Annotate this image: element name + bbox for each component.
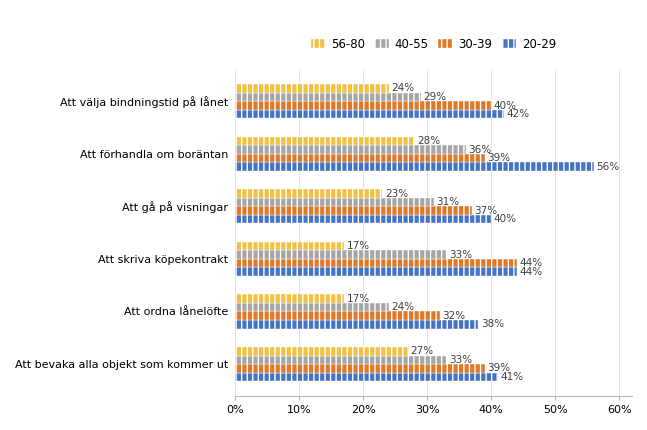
- Text: 17%: 17%: [347, 294, 369, 304]
- Text: 44%: 44%: [520, 258, 542, 268]
- Bar: [236, 101, 491, 110]
- Bar: [236, 137, 414, 145]
- Bar: [236, 364, 485, 372]
- Text: 31%: 31%: [436, 197, 459, 207]
- Text: 32%: 32%: [443, 311, 466, 321]
- Text: 39%: 39%: [487, 363, 510, 373]
- Bar: [236, 250, 446, 259]
- Text: 29%: 29%: [423, 92, 446, 102]
- Bar: [236, 242, 344, 250]
- Bar: [236, 372, 498, 381]
- Text: 23%: 23%: [385, 189, 408, 199]
- Text: 40%: 40%: [494, 214, 517, 224]
- Text: 28%: 28%: [417, 136, 440, 146]
- Text: 24%: 24%: [391, 83, 415, 93]
- Bar: [236, 84, 389, 93]
- Bar: [236, 311, 440, 320]
- Text: 41%: 41%: [500, 372, 523, 382]
- Bar: [236, 189, 382, 198]
- Text: 56%: 56%: [596, 162, 619, 172]
- Bar: [236, 303, 389, 311]
- Text: 37%: 37%: [474, 206, 498, 216]
- Bar: [236, 267, 517, 276]
- Text: 40%: 40%: [494, 101, 517, 111]
- Bar: [236, 215, 491, 224]
- Bar: [236, 93, 421, 101]
- Text: 27%: 27%: [411, 346, 433, 356]
- Bar: [236, 259, 517, 267]
- Text: 39%: 39%: [487, 153, 510, 163]
- Bar: [236, 206, 472, 215]
- Bar: [236, 145, 466, 154]
- Text: 42%: 42%: [507, 109, 530, 119]
- Bar: [236, 295, 344, 303]
- Text: 36%: 36%: [468, 144, 491, 154]
- Bar: [236, 110, 504, 118]
- Text: 44%: 44%: [520, 267, 542, 277]
- Bar: [236, 356, 446, 364]
- Text: 17%: 17%: [347, 241, 369, 251]
- Bar: [236, 320, 478, 329]
- Text: 33%: 33%: [449, 250, 472, 260]
- Bar: [236, 163, 593, 171]
- Text: 38%: 38%: [481, 319, 504, 329]
- Bar: [236, 198, 433, 206]
- Legend: 56-80, 40-55, 30-39, 20-29: 56-80, 40-55, 30-39, 20-29: [307, 33, 561, 55]
- Bar: [236, 347, 408, 356]
- Text: 33%: 33%: [449, 355, 472, 365]
- Text: 24%: 24%: [391, 302, 415, 312]
- Bar: [236, 154, 485, 163]
